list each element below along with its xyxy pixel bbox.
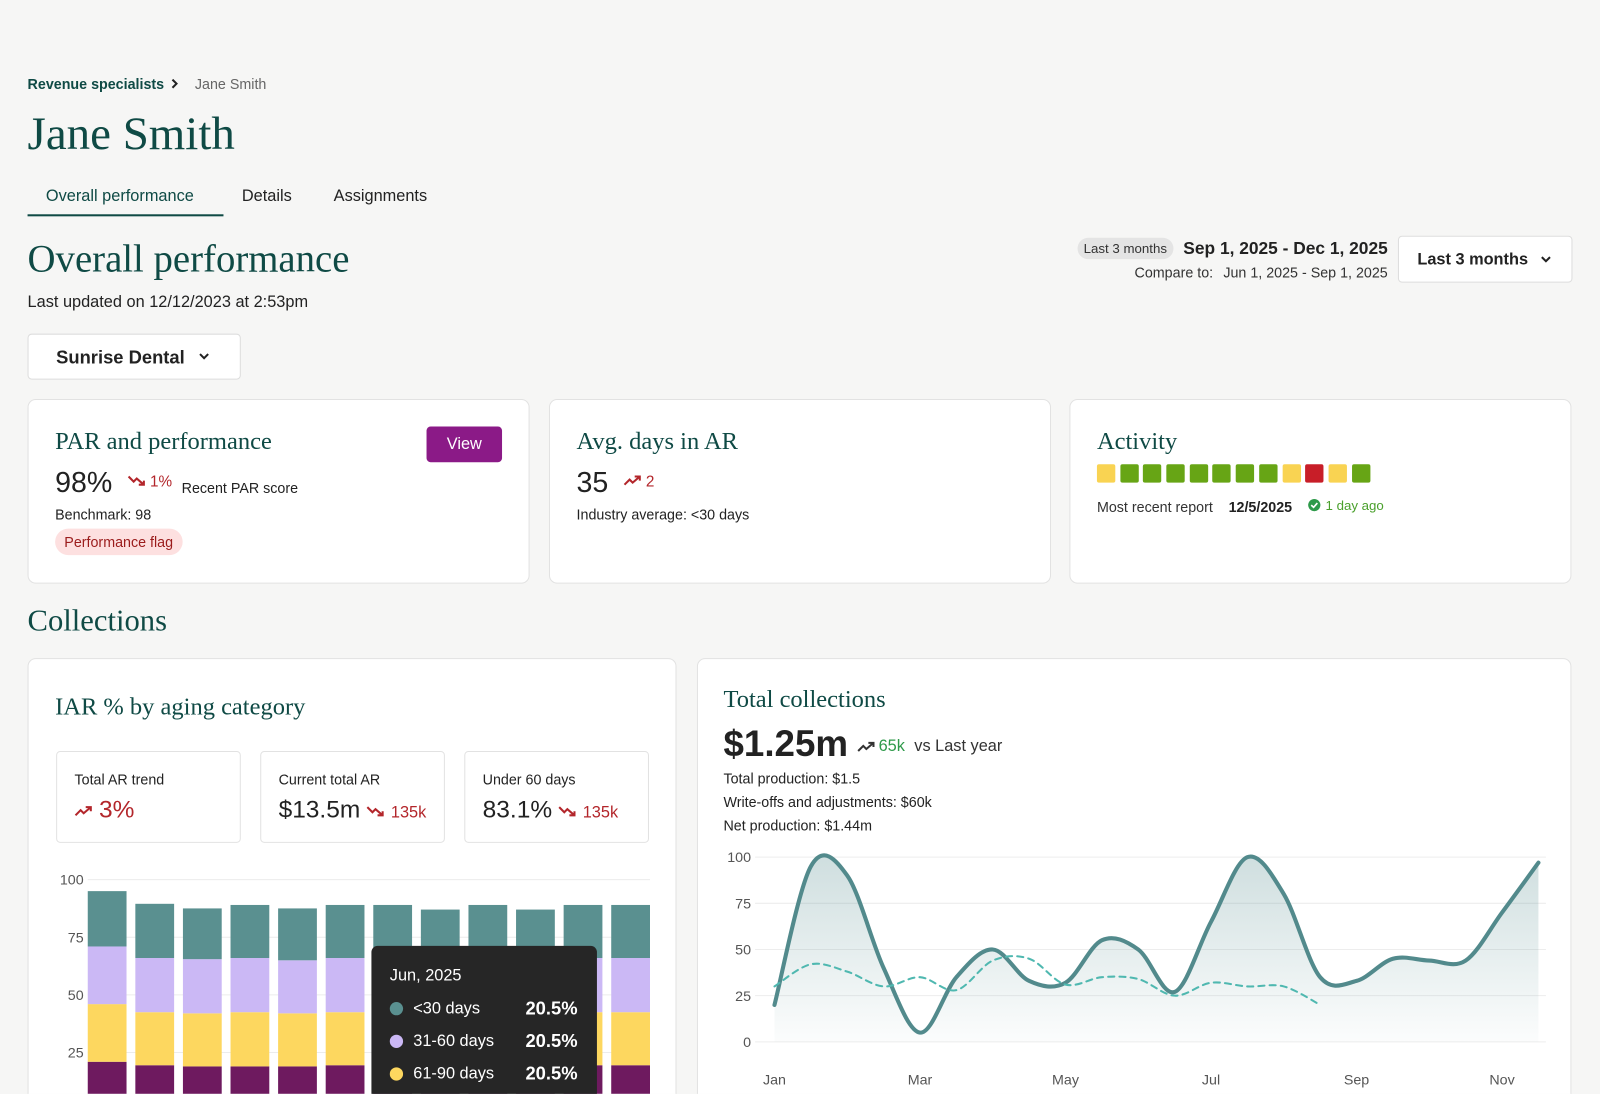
par-change: 1% bbox=[149, 473, 173, 491]
report-label: Most recent report bbox=[1096, 498, 1213, 516]
trend-up-icon bbox=[623, 475, 641, 486]
page-title: Jane Smith bbox=[27, 107, 235, 160]
total-value: $1.25m bbox=[723, 722, 849, 765]
par-value: 98% bbox=[55, 466, 113, 498]
stat-box: Current total AR $13.5m 135k bbox=[260, 751, 445, 843]
stat-change: 135k bbox=[582, 804, 619, 822]
ar-days-change: 2 bbox=[645, 473, 655, 491]
ar-days-value: 35 bbox=[576, 466, 609, 498]
activity-square bbox=[1235, 464, 1255, 483]
period-select[interactable]: Last 3 months bbox=[1397, 235, 1573, 283]
card-title: Activity bbox=[1096, 428, 1178, 456]
total-line: Net production: $1.44m bbox=[723, 817, 872, 834]
compare-period: Jun 1, 2025 - Sep 1, 2025 bbox=[1223, 264, 1388, 281]
trend-down-icon bbox=[366, 806, 384, 817]
tooltip-dot bbox=[389, 1002, 404, 1016]
stat-label: Total AR trend bbox=[74, 771, 165, 788]
card-title: PAR and performance bbox=[55, 428, 272, 456]
period: Sep 1, 2025 - Dec 1, 2025 bbox=[1183, 238, 1388, 258]
stat-value: 83.1% bbox=[482, 795, 553, 824]
total-line: Write-offs and adjustments: $60k bbox=[723, 793, 932, 811]
stat-box: Under 60 days 83.1% 135k bbox=[464, 751, 649, 843]
tab[interactable]: Overall performance bbox=[45, 187, 194, 206]
tooltip-value: 20.5% bbox=[525, 997, 578, 1019]
period-select-label: Last 3 months bbox=[1417, 251, 1529, 269]
period-badge: Last 3 months bbox=[1077, 237, 1174, 260]
compare-row: Compare to: Jun 1, 2025 - Sep 1, 2025 bbox=[1135, 264, 1388, 280]
tooltip-title: Jun, 2025 bbox=[389, 967, 462, 985]
stat-label: Current total AR bbox=[278, 771, 381, 788]
trend-down-icon bbox=[127, 475, 145, 486]
activity-square bbox=[1096, 464, 1116, 483]
card-title: IAR % by aging category bbox=[55, 693, 306, 721]
dropdown-chevron bbox=[1541, 256, 1551, 263]
total-change: 65k bbox=[878, 737, 905, 756]
ar-days-note: Industry average: <30 days bbox=[576, 506, 750, 523]
activity-squares bbox=[1096, 464, 1370, 483]
activity-card bbox=[1069, 398, 1572, 584]
tab[interactable]: Details bbox=[241, 187, 292, 206]
tab[interactable]: Assignments bbox=[333, 187, 428, 206]
practice-select[interactable]: Sunrise Dental bbox=[27, 333, 241, 380]
par-note: Recent PAR score bbox=[181, 479, 299, 496]
benchmark: Benchmark: 98 bbox=[55, 506, 152, 523]
period-row: Last 3 months Sep 1, 2025 - Dec 1, 2025 bbox=[1077, 237, 1388, 260]
total-line: Total production: $1.5 bbox=[723, 770, 861, 787]
tooltip-dot bbox=[389, 1034, 404, 1048]
card-title: Avg. days in AR bbox=[576, 428, 738, 456]
ar-days-card bbox=[548, 398, 1052, 584]
activity-square bbox=[1328, 464, 1347, 483]
tab-underline bbox=[27, 214, 224, 217]
activity-square bbox=[1351, 464, 1370, 483]
check-icon bbox=[1308, 498, 1321, 512]
trend-up-icon bbox=[857, 741, 875, 752]
activity-square bbox=[1258, 464, 1278, 483]
compare-label: Compare to: bbox=[1134, 264, 1214, 281]
breadcrumb-chevron bbox=[171, 78, 178, 89]
report-date: 12/5/2025 bbox=[1228, 498, 1293, 516]
tooltip-series: 31-60 days bbox=[413, 1032, 495, 1050]
view-button[interactable]: View bbox=[426, 426, 503, 463]
stat-value: $13.5m bbox=[278, 795, 361, 824]
stat-change: 135k bbox=[390, 804, 427, 822]
tooltip-series: <30 days bbox=[413, 999, 480, 1018]
tooltip-series: 61-90 days bbox=[413, 1065, 495, 1083]
breadcrumb-link[interactable]: Revenue specialists bbox=[27, 75, 165, 92]
tooltip-value: 20.5% bbox=[525, 1030, 578, 1052]
tooltip-dot bbox=[389, 1067, 404, 1081]
activity-square bbox=[1305, 464, 1324, 483]
stat-label: Under 60 days bbox=[482, 771, 576, 788]
stat-value: 3% bbox=[98, 795, 135, 824]
trend-up-icon bbox=[74, 806, 92, 817]
activity-square bbox=[1189, 464, 1208, 483]
stat-box: Total AR trend 3% bbox=[56, 751, 241, 843]
tooltip: Jun, 2025 <30 days 20.5% 31-60 days 20.5% 61… bbox=[371, 945, 597, 1094]
dropdown-chevron bbox=[199, 353, 209, 360]
report-age: 1 day ago bbox=[1325, 497, 1384, 514]
activity-square bbox=[1166, 464, 1185, 483]
practice-name: Sunrise Dental bbox=[56, 346, 185, 368]
trend-down-icon bbox=[558, 806, 576, 817]
section-heading: Overall performance bbox=[27, 237, 350, 281]
activity-square bbox=[1143, 464, 1162, 483]
breadcrumb-current: Jane Smith bbox=[194, 75, 267, 92]
total-change-note: vs Last year bbox=[914, 737, 1003, 756]
tooltip-value: 20.5% bbox=[525, 1063, 578, 1084]
card-title: Total collections bbox=[723, 686, 886, 714]
activity-square bbox=[1282, 464, 1301, 483]
performance-flag: Performance flag bbox=[55, 528, 183, 556]
updated-text: Last updated on 12/12/2023 at 2:53pm bbox=[27, 293, 309, 312]
collections-heading: Collections bbox=[27, 604, 167, 638]
activity-square bbox=[1120, 464, 1139, 483]
activity-square bbox=[1212, 464, 1232, 483]
